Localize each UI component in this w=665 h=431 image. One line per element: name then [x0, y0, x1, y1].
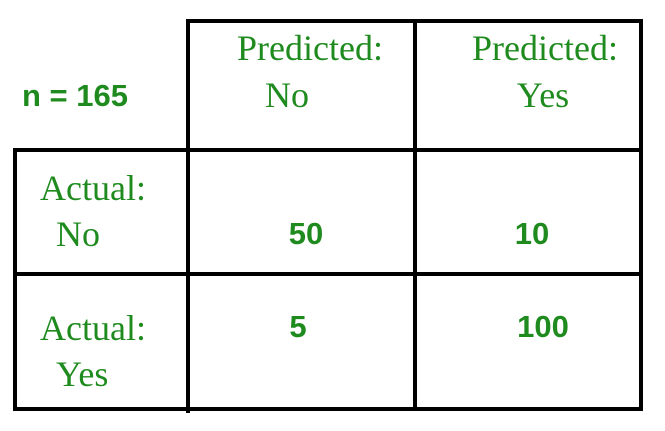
total-count-label: n = 165	[22, 78, 128, 113]
col-header-predicted-no-line1: Predicted:	[237, 28, 383, 68]
row-header-actual-no-line1: Actual:	[40, 168, 146, 208]
cell-actual-no-predicted-no: 50	[288, 216, 324, 251]
col-header-predicted-yes-line2: Yes	[516, 75, 570, 115]
cell-actual-yes-predicted-no: 5	[289, 309, 307, 344]
col-header-predicted-yes-line1: Predicted:	[472, 28, 618, 68]
row-header-actual-yes-line1: Actual:	[40, 308, 146, 348]
cell-actual-yes-predicted-yes: 100	[517, 309, 569, 344]
cell-actual-no-predicted-yes: 10	[514, 216, 550, 251]
row-header-actual-yes-line2: Yes	[56, 354, 109, 394]
col-header-predicted-no-line2: No	[265, 75, 309, 115]
row-header-actual-no-line2: No	[56, 214, 100, 254]
